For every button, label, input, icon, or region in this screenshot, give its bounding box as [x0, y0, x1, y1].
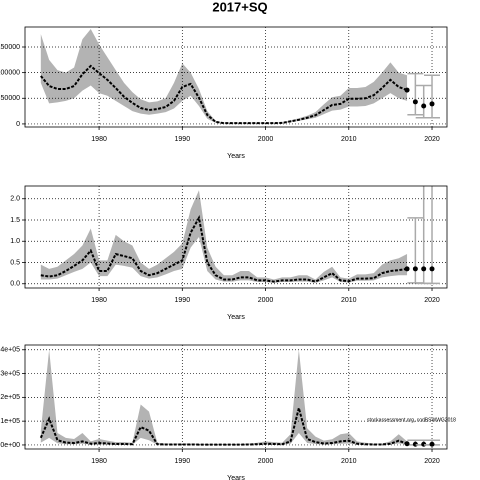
- x-tick-label: 1980: [91, 136, 107, 143]
- x-tick-label: 1990: [175, 458, 191, 465]
- x-axis-label: Years: [227, 475, 245, 480]
- projection-point: [429, 441, 435, 447]
- plot-frame: [24, 185, 448, 289]
- x-tick-label: 2020: [424, 458, 440, 465]
- plot-area: [25, 345, 447, 449]
- y-tick-label: 4e+05: [0, 347, 20, 354]
- point: [404, 87, 410, 93]
- x-tick-label: 2020: [424, 297, 440, 304]
- annotation: stockassessment.org, codBSWWG2018: [367, 417, 456, 423]
- y-tick-label: 1e+05: [0, 418, 20, 425]
- projection-point: [429, 266, 435, 272]
- plot-frame: [24, 26, 448, 128]
- x-tick-label: 1990: [175, 136, 191, 143]
- projection-point: [429, 101, 435, 107]
- x-tick-label: 1990: [175, 297, 191, 304]
- x-axis-label: Years: [227, 153, 245, 160]
- x-tick-label: 2000: [258, 458, 274, 465]
- estimate-line: [39, 404, 408, 446]
- y-tick-label: 150000: [0, 44, 20, 51]
- y-tick-label: 0.5: [10, 259, 20, 266]
- x-tick-label: 2010: [341, 136, 357, 143]
- projection-point: [412, 99, 418, 105]
- x-tick-label: 1980: [91, 458, 107, 465]
- confidence-band: [40, 29, 408, 124]
- y-tick-label: 0.0: [10, 281, 20, 288]
- x-tick-label: 1980: [91, 297, 107, 304]
- y-tick-label: 0: [16, 121, 20, 128]
- x-axis-label: Years: [227, 314, 245, 321]
- y-tick-label: 100000: [0, 69, 20, 76]
- x-tick-label: 2000: [258, 297, 274, 304]
- confidence-band: [40, 190, 408, 283]
- x-tick-label: 2010: [341, 458, 357, 465]
- y-tick-label: 0e+00: [0, 442, 20, 449]
- x-tick-label: 2010: [341, 297, 357, 304]
- y-tick-label: 1.5: [10, 217, 20, 224]
- projection-point: [412, 266, 418, 272]
- y-tick-label: 2e+05: [0, 394, 20, 401]
- projection-point: [421, 266, 427, 272]
- projection-point: [421, 103, 427, 109]
- y-tick-label: 50000: [1, 95, 21, 102]
- figure-title: 2017+SQ: [212, 0, 267, 14]
- point: [404, 441, 410, 447]
- estimate-line: [40, 214, 408, 283]
- y-tick-label: 2.0: [10, 196, 20, 203]
- y-tick-label: 1.0: [10, 238, 20, 245]
- x-tick-label: 2000: [258, 136, 274, 143]
- plot-frame: [24, 344, 448, 450]
- point: [404, 266, 410, 272]
- plot-area: [25, 186, 447, 288]
- y-tick-label: 3e+05: [0, 370, 20, 377]
- plot-area: [25, 27, 447, 127]
- x-tick-label: 2020: [424, 136, 440, 143]
